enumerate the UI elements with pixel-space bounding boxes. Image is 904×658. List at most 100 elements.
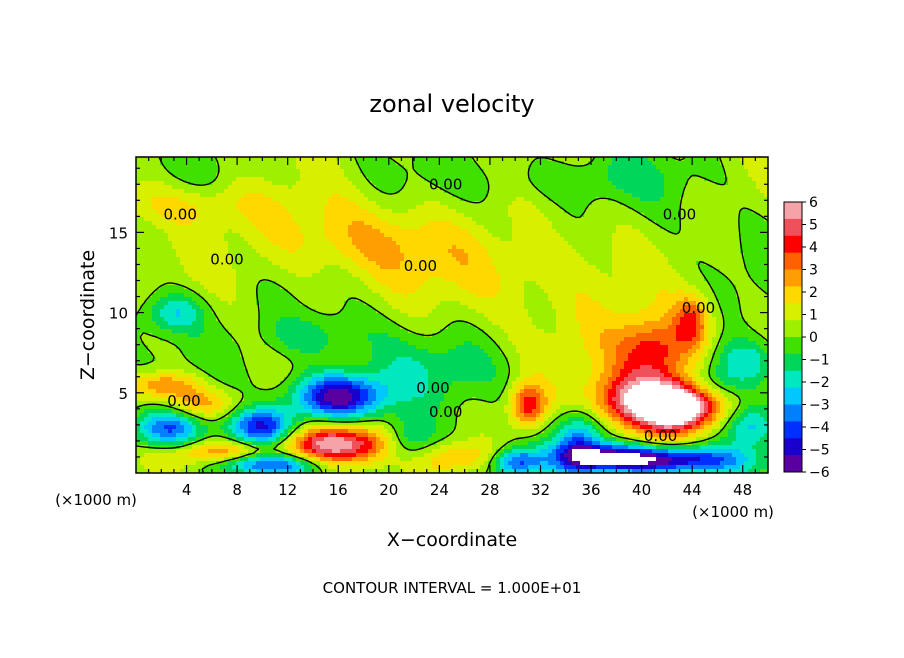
heatmap-cell xyxy=(368,213,373,218)
heatmap-cell xyxy=(764,237,768,242)
heatmap-cell xyxy=(320,257,325,262)
heatmap-cell xyxy=(288,233,293,238)
heatmap-cell xyxy=(668,181,673,186)
heatmap-cell xyxy=(168,161,173,166)
heatmap-cell xyxy=(380,261,385,266)
heatmap-cell xyxy=(452,253,457,258)
heatmap-cell xyxy=(356,273,361,278)
heatmap-cell xyxy=(756,161,761,166)
heatmap-cell xyxy=(364,281,369,286)
heatmap-cell xyxy=(632,225,637,230)
heatmap-cell xyxy=(568,185,573,190)
heatmap-cell xyxy=(404,209,409,214)
heatmap-cell xyxy=(732,193,737,198)
heatmap-cell xyxy=(356,165,361,170)
heatmap-cell xyxy=(144,185,149,190)
heatmap-cell xyxy=(184,229,189,234)
heatmap-cell xyxy=(508,237,513,242)
heatmap-cell xyxy=(568,261,573,266)
heatmap-cell xyxy=(188,253,193,258)
heatmap-cell xyxy=(316,165,321,170)
heatmap-cell xyxy=(200,273,205,278)
heatmap-cell xyxy=(644,221,649,226)
heatmap-cell xyxy=(172,273,177,278)
heatmap-cell xyxy=(532,241,537,246)
heatmap-cell xyxy=(524,241,529,246)
heatmap-cell xyxy=(712,169,717,174)
heatmap-cell xyxy=(548,277,553,282)
heatmap-cell xyxy=(344,265,349,270)
heatmap-cell xyxy=(528,205,533,210)
heatmap-cell xyxy=(692,213,697,218)
heatmap-cell xyxy=(244,217,249,222)
heatmap-cell xyxy=(524,169,529,174)
heatmap-cell xyxy=(372,217,377,222)
heatmap-cell xyxy=(604,177,609,182)
heatmap-cell xyxy=(468,257,473,262)
heatmap-cell xyxy=(280,173,285,178)
heatmap-cell xyxy=(764,201,768,206)
heatmap-cell xyxy=(336,221,341,226)
heatmap-cell xyxy=(696,233,701,238)
heatmap-cell xyxy=(364,269,369,274)
heatmap-cell xyxy=(736,233,741,238)
heatmap-cell xyxy=(200,161,205,166)
heatmap-cell xyxy=(284,193,289,198)
heatmap-cell xyxy=(512,165,517,170)
heatmap-cell xyxy=(732,169,737,174)
heatmap-cell xyxy=(292,209,297,214)
heatmap-cell xyxy=(312,157,317,162)
heatmap-cell xyxy=(180,193,185,198)
heatmap-cell xyxy=(340,205,345,210)
heatmap-cell xyxy=(556,277,561,282)
heatmap-cell xyxy=(688,217,693,222)
heatmap-cell xyxy=(692,245,697,250)
heatmap-cell xyxy=(644,177,649,182)
heatmap-cell xyxy=(252,245,257,250)
heatmap-cell xyxy=(552,193,557,198)
heatmap-cell xyxy=(280,277,285,282)
heatmap-cell xyxy=(540,265,545,270)
heatmap-cell xyxy=(164,169,169,174)
heatmap-cell xyxy=(744,197,749,202)
heatmap-cell xyxy=(400,193,405,198)
heatmap-cell xyxy=(592,237,597,242)
heatmap-cell xyxy=(444,161,449,166)
heatmap-cell xyxy=(512,241,517,246)
heatmap-cell xyxy=(684,265,689,270)
heatmap-cell xyxy=(560,201,565,206)
heatmap-cell xyxy=(580,197,585,202)
heatmap-cell xyxy=(436,169,441,174)
heatmap-cell xyxy=(392,197,397,202)
heatmap-cell xyxy=(684,177,689,182)
heatmap-cell xyxy=(300,237,305,242)
heatmap-cell xyxy=(364,197,369,202)
heatmap-cell xyxy=(384,229,389,234)
heatmap-cell xyxy=(644,261,649,266)
heatmap-cell xyxy=(276,201,281,206)
heatmap-cell xyxy=(452,269,457,274)
heatmap-cell xyxy=(704,229,709,234)
heatmap-cell xyxy=(736,181,741,186)
heatmap-cell xyxy=(280,193,285,198)
heatmap-cell xyxy=(144,229,149,234)
heatmap-cell xyxy=(408,233,413,238)
heatmap-cell xyxy=(276,169,281,174)
heatmap-cell xyxy=(756,237,761,242)
heatmap-cell xyxy=(204,265,209,270)
heatmap-cell xyxy=(376,165,381,170)
heatmap-cell xyxy=(268,241,273,246)
heatmap-cell xyxy=(392,165,397,170)
heatmap-cell xyxy=(480,177,485,182)
heatmap-cell xyxy=(312,241,317,246)
heatmap-cell xyxy=(472,201,477,206)
heatmap-cell xyxy=(284,205,289,210)
heatmap-cell xyxy=(584,165,589,170)
heatmap-cell xyxy=(432,161,437,166)
heatmap-cell xyxy=(268,273,273,278)
heatmap-cell xyxy=(548,217,553,222)
heatmap-cell xyxy=(148,169,153,174)
heatmap-cell xyxy=(260,265,265,270)
heatmap-cell xyxy=(376,181,381,186)
heatmap-cell xyxy=(336,213,341,218)
